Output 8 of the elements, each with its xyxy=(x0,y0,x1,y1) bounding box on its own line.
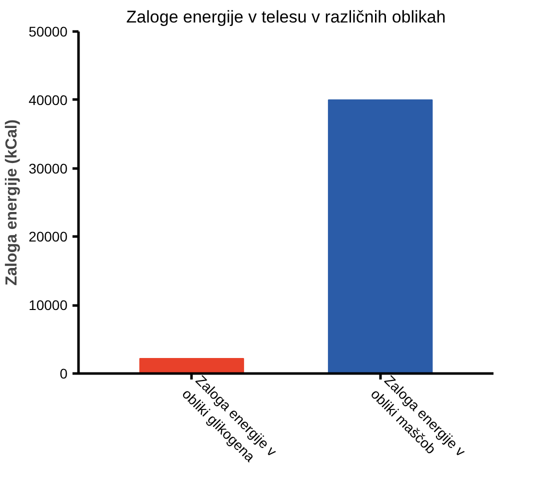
chart-title: Zaloge energije v telesu v različnih oblikah xyxy=(126,8,446,26)
y-tick-label: 10000 xyxy=(28,297,68,314)
y-axis-title: Zaloga energije (kCal) xyxy=(4,119,21,286)
y-tick-label: 20000 xyxy=(28,228,68,245)
y-tick-label: 30000 xyxy=(28,160,68,176)
y-tick-label: 40000 xyxy=(28,92,68,108)
y-tick-label: 50000 xyxy=(28,24,68,40)
y-tick-label: 0 xyxy=(60,366,68,382)
